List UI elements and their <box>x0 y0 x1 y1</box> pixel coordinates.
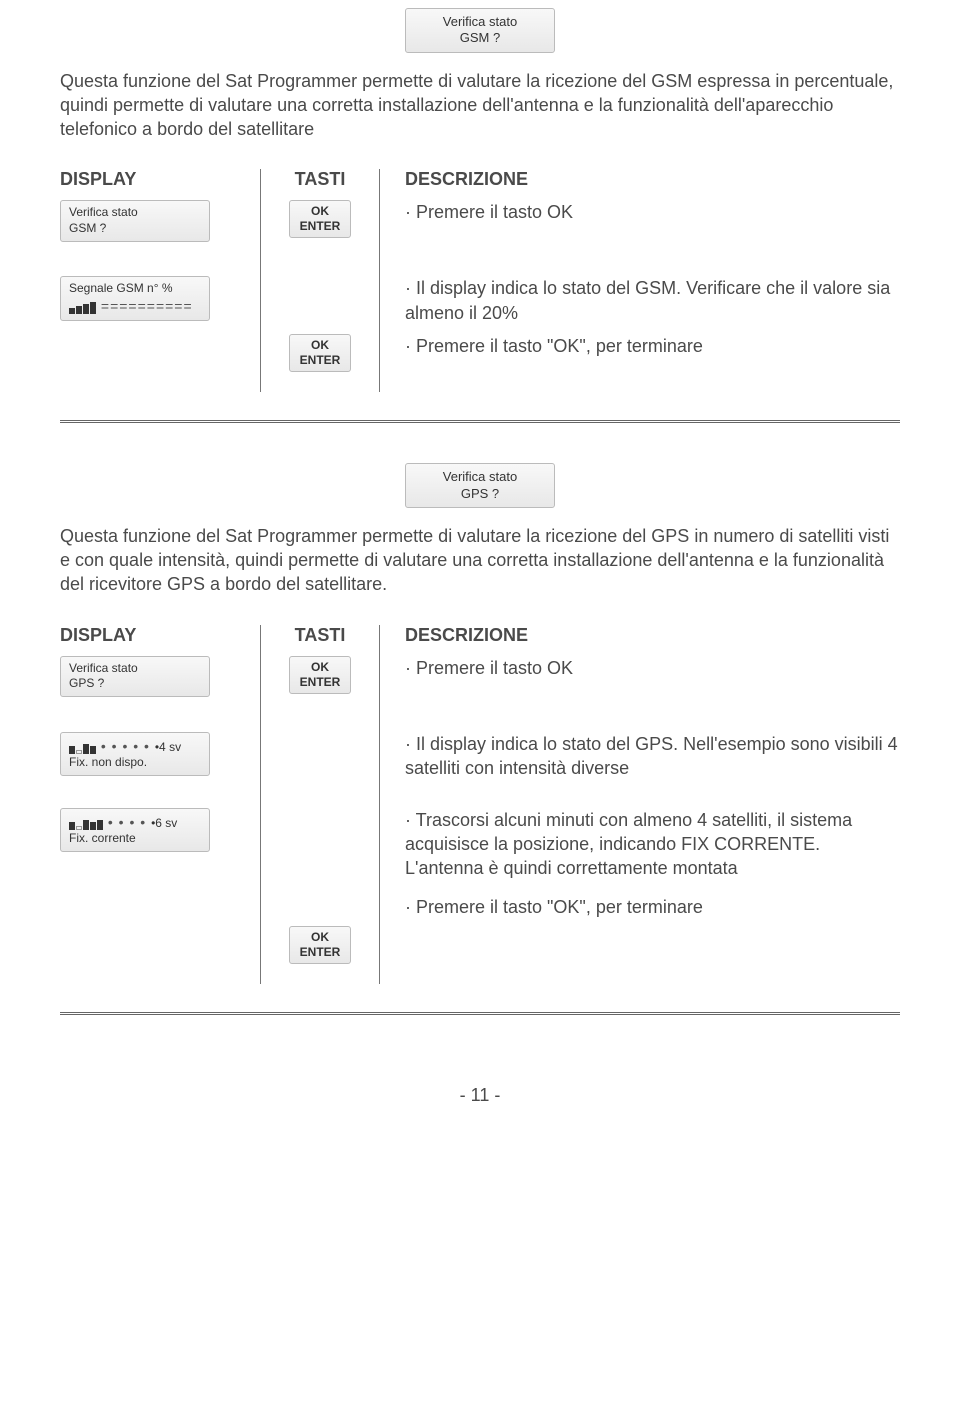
gsm-desc-1: · Premere il tasto OK <box>405 200 573 224</box>
gsm-desc-3: · Premere il tasto "OK", per terminare <box>405 334 703 358</box>
gsm-intro-text: Questa funzione del Sat Programmer perme… <box>60 69 900 142</box>
signal-bars-icon <box>69 302 96 314</box>
gsm-desc-2: · Il display indica lo stato del GSM. Ve… <box>405 276 900 325</box>
page: Verifica stato GSM ? Questa funzione del… <box>0 0 960 1146</box>
signal-dots: • • • • • <box>96 738 155 754</box>
ok-enter-button[interactable]: OK ENTER <box>289 334 352 372</box>
section-divider <box>60 1012 900 1015</box>
fix-non-dispo-label: Fix. non dispo. <box>69 755 201 771</box>
section-divider <box>60 420 900 423</box>
segnale-gsm-label: Segnale GSM n° % <box>69 281 201 297</box>
header-descrizione: DESCRIZIONE <box>405 625 900 656</box>
header-display: DISPLAY <box>60 625 240 656</box>
sv-count-6: •6 sv <box>151 816 177 830</box>
ok-enter-button[interactable]: OK ENTER <box>289 200 352 238</box>
lcd-verifica-gsm[interactable]: Verifica stato GSM ? <box>60 200 210 241</box>
signal-dots: • • • • <box>103 814 151 830</box>
gps-desc-2: · Il display indica lo stato del GPS. Ne… <box>405 732 900 781</box>
signal-dots: ========== <box>96 298 193 314</box>
header-tasti: TASTI <box>276 625 364 656</box>
gps-desc-1: · Premere il tasto OK <box>405 656 573 680</box>
gps-intro-text: Questa funzione del Sat Programmer perme… <box>60 524 900 597</box>
verifica-gps-button[interactable]: Verifica stato GPS ? <box>405 463 555 508</box>
lcd-verifica-gps[interactable]: Verifica stato GPS ? <box>60 656 210 697</box>
sv-count-4: •4 sv <box>155 740 181 754</box>
ok-enter-button[interactable]: OK ENTER <box>289 926 352 964</box>
fix-corrente-label: Fix. corrente <box>69 831 201 847</box>
header-button-gsm: Verifica stato GSM ? <box>60 8 900 53</box>
lcd-fix-non-dispo[interactable]: • • • • • •4 sv Fix. non dispo. <box>60 732 210 776</box>
page-number: - 11 - <box>60 1085 900 1106</box>
lcd-segnale-gsm[interactable]: Segnale GSM n° % ========== <box>60 276 210 320</box>
header-descrizione: DESCRIZIONE <box>405 169 900 200</box>
gps-desc-4: · Premere il tasto "OK", per terminare <box>405 895 703 919</box>
signal-bars-icon <box>69 742 96 754</box>
gps-table: DISPLAY Verifica stato GPS ? • • • • • •… <box>60 625 900 984</box>
header-display: DISPLAY <box>60 169 240 200</box>
lcd-fix-corrente[interactable]: • • • • •6 sv Fix. corrente <box>60 808 210 852</box>
header-button-gps: Verifica stato GPS ? <box>60 463 900 508</box>
signal-bars-icon <box>69 818 103 830</box>
header-tasti: TASTI <box>276 169 364 200</box>
verifica-gsm-button[interactable]: Verifica stato GSM ? <box>405 8 555 53</box>
gsm-table: DISPLAY Verifica stato GSM ? Segnale GSM… <box>60 169 900 392</box>
gps-desc-3: · Trascorsi alcuni minuti con almeno 4 s… <box>405 808 900 881</box>
ok-enter-button[interactable]: OK ENTER <box>289 656 352 694</box>
